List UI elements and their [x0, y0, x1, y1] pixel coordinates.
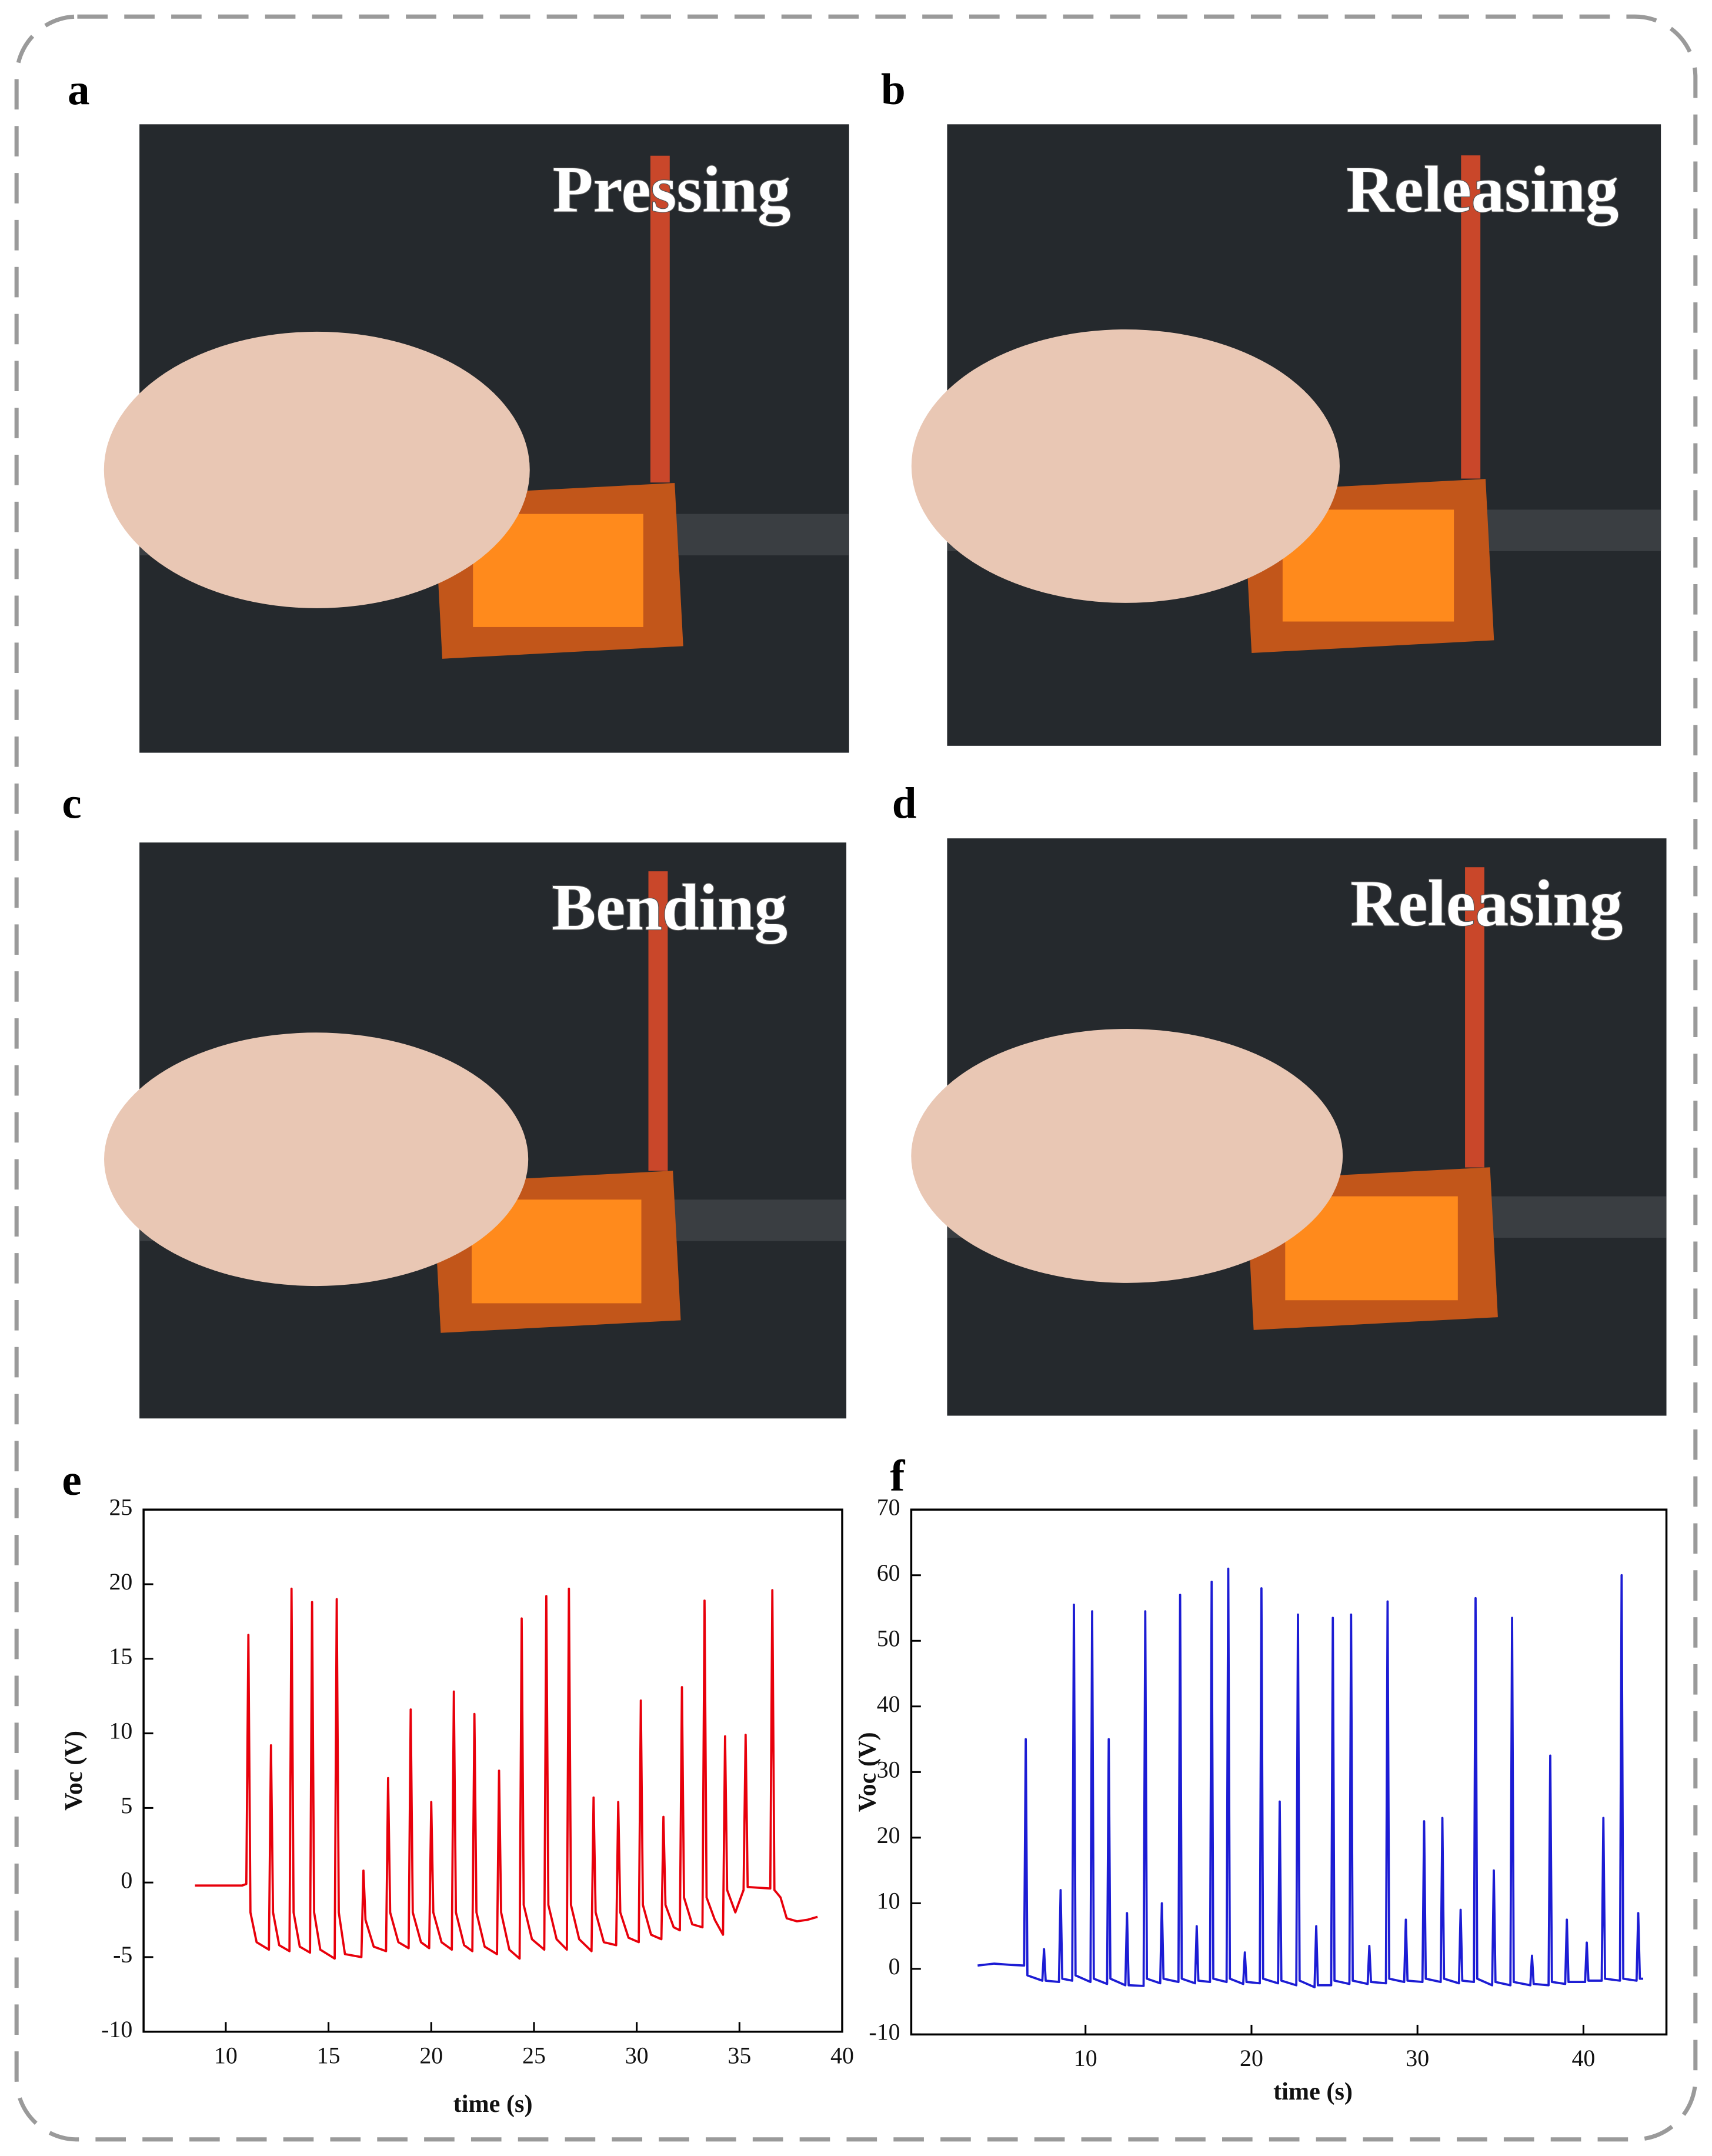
y-tick-label: 20: [109, 1568, 132, 1595]
x-tick-label: 35: [727, 2042, 751, 2068]
y-tick-label: 10: [877, 1887, 900, 1914]
x-tick-label: 30: [625, 2042, 649, 2068]
hand: [911, 329, 1340, 603]
y-tick-label: 50: [877, 1625, 900, 1651]
y-tick-label: 5: [121, 1792, 132, 1818]
x-tick-label: 30: [1406, 2045, 1429, 2071]
photo-panel: Releasing: [911, 838, 1667, 1416]
y-tick-label: 40: [877, 1691, 900, 1717]
wire-red: [650, 155, 670, 483]
photo-caption: Bending: [552, 871, 787, 944]
y-tick-label: 20: [877, 1822, 900, 1848]
y-tick-label: -5: [113, 1941, 132, 1968]
photo-panel: Pressing: [104, 124, 849, 753]
x-axis-title: time (s): [1273, 2078, 1353, 2105]
panel-letter: f: [890, 1452, 905, 1501]
x-tick-label: 10: [214, 2042, 238, 2068]
chart: 10 15 20 25 30 35 40 -10 -5 0 5 10 15 20 25 time (s) Voc…: [60, 1494, 854, 2118]
hand: [104, 331, 530, 608]
hand: [911, 1029, 1343, 1283]
x-tick-label: 20: [419, 2042, 443, 2068]
y-tick-label: -10: [101, 2016, 132, 2042]
panel-letter: a: [68, 65, 90, 114]
y-tick-label: 60: [877, 1559, 900, 1586]
y-tick-label: 25: [109, 1494, 132, 1520]
wire-red: [1461, 155, 1481, 479]
data-line: [195, 1587, 818, 1960]
y-axis-title: Voc (V): [60, 1731, 88, 1811]
panel-letter: c: [62, 779, 81, 828]
photo-panel: Releasing: [911, 124, 1661, 746]
chart: 10 20 30 40 -10 0 10 20 30 40 50 60 70 time (s) Voc (V…: [854, 1494, 1668, 2105]
photo-caption: Releasing: [1350, 867, 1623, 940]
x-tick-label: 10: [1074, 2045, 1097, 2071]
x-tick-label: 25: [522, 2042, 546, 2068]
photo-caption: Pressing: [553, 153, 791, 226]
x-axis-title: time (s): [453, 2090, 533, 2118]
y-tick-label: 70: [877, 1494, 900, 1520]
panel-letter: b: [881, 65, 906, 114]
hand: [104, 1032, 529, 1287]
x-tick-label: 40: [1571, 2045, 1595, 2071]
panel-letter: d: [892, 779, 917, 828]
y-tick-label: 0: [889, 1953, 900, 1980]
wire-red: [648, 871, 668, 1171]
data-line: [977, 1567, 1644, 1988]
y-tick-label: -10: [869, 2019, 900, 2045]
dashed-border: [14, 14, 1698, 2142]
panel-letter: e: [62, 1456, 81, 1505]
plot-frame: [142, 1508, 843, 2033]
x-tick-label: 20: [1240, 2045, 1263, 2071]
y-tick-label: 15: [109, 1643, 132, 1670]
photo-panel: Bending: [104, 842, 847, 1419]
x-tick-label: 40: [830, 2042, 854, 2068]
y-axis-title: Voc (V): [854, 1732, 882, 1812]
x-tick-label: 15: [317, 2042, 341, 2068]
photo-caption: Releasing: [1346, 153, 1618, 226]
y-tick-label: 10: [109, 1718, 132, 1744]
y-tick-label: 30: [877, 1756, 900, 1782]
wire-red: [1465, 867, 1484, 1168]
y-tick-label: 0: [121, 1867, 132, 1893]
